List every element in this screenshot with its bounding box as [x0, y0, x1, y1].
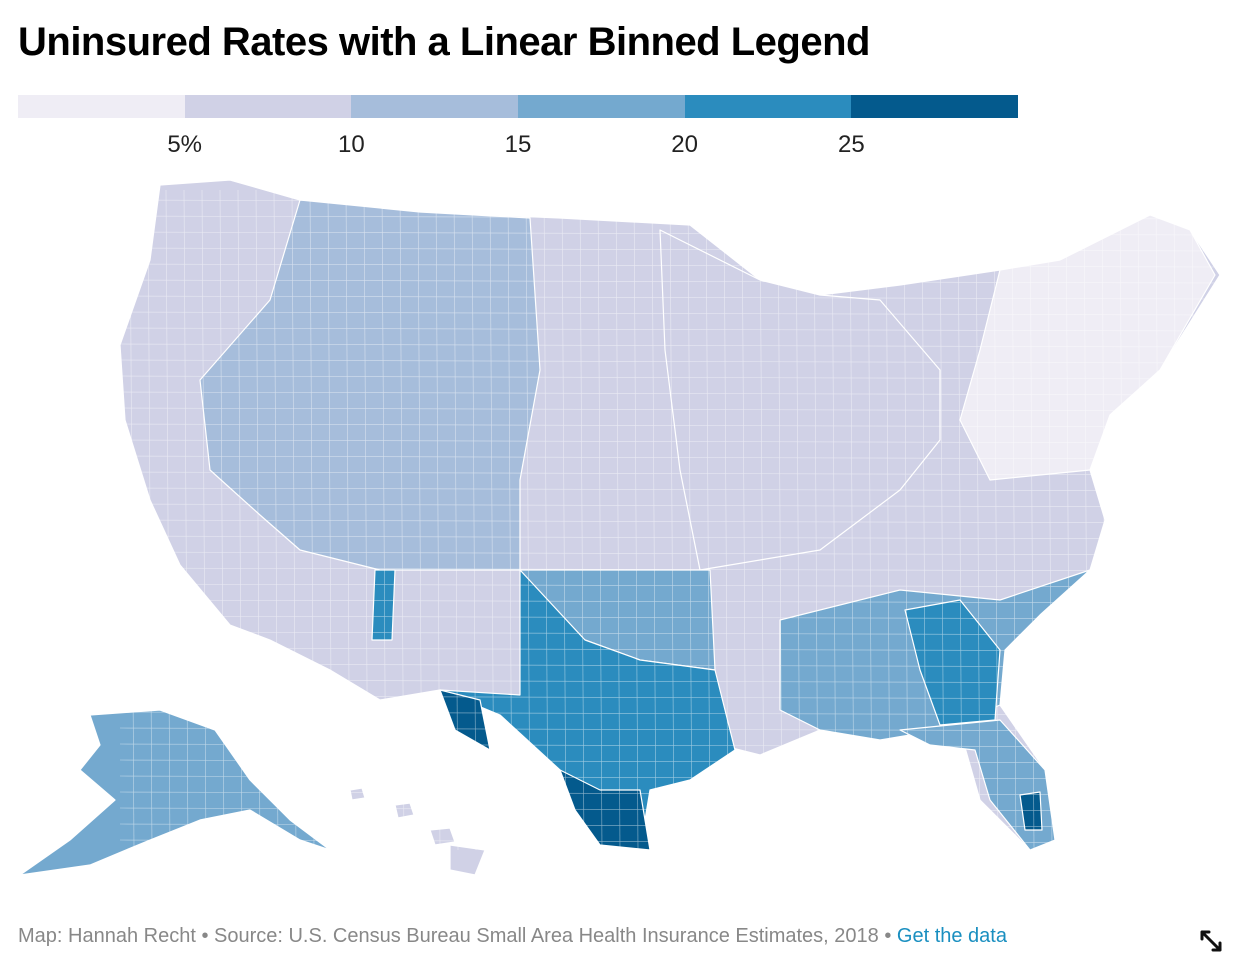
legend: 5% 10 15 20 25	[18, 95, 1019, 165]
legend-tick-3: 20	[671, 131, 699, 158]
region-florida[interactable]	[899, 719, 1056, 851]
legend-bar	[18, 95, 1019, 118]
region-south-florida[interactable]	[1019, 791, 1043, 831]
legend-bin-0	[18, 95, 185, 118]
region-alaska[interactable]	[19, 709, 331, 876]
legend-bin-5	[851, 95, 1019, 118]
legend-tick-2: 15	[504, 131, 532, 158]
us-map-svg	[19, 179, 1221, 876]
legend-tick-0: 5%	[167, 131, 202, 158]
legend-bin-1	[184, 95, 352, 118]
map	[0, 170, 1238, 890]
get-the-data-link[interactable]: Get the data	[896, 925, 1007, 947]
chart-title: Uninsured Rates with a Linear Binned Leg…	[18, 20, 870, 64]
legend-bin-3	[518, 95, 685, 118]
county-grid	[119, 189, 1221, 851]
region-new-mexico-east[interactable]	[371, 569, 396, 641]
legend-tick-4: 25	[837, 131, 865, 158]
region-northeast[interactable]	[959, 214, 1216, 481]
footer: Map: Hannah Recht • Source: U.S. Census …	[18, 925, 1007, 948]
region-hawaii[interactable]	[349, 787, 486, 876]
footer-credit: Map: Hannah Recht • Source: U.S. Census …	[18, 925, 897, 947]
legend-tick-1: 10	[337, 131, 365, 158]
expand-icon[interactable]	[1198, 928, 1224, 954]
legend-bin-4	[684, 95, 852, 118]
legend-bin-2	[351, 95, 519, 118]
